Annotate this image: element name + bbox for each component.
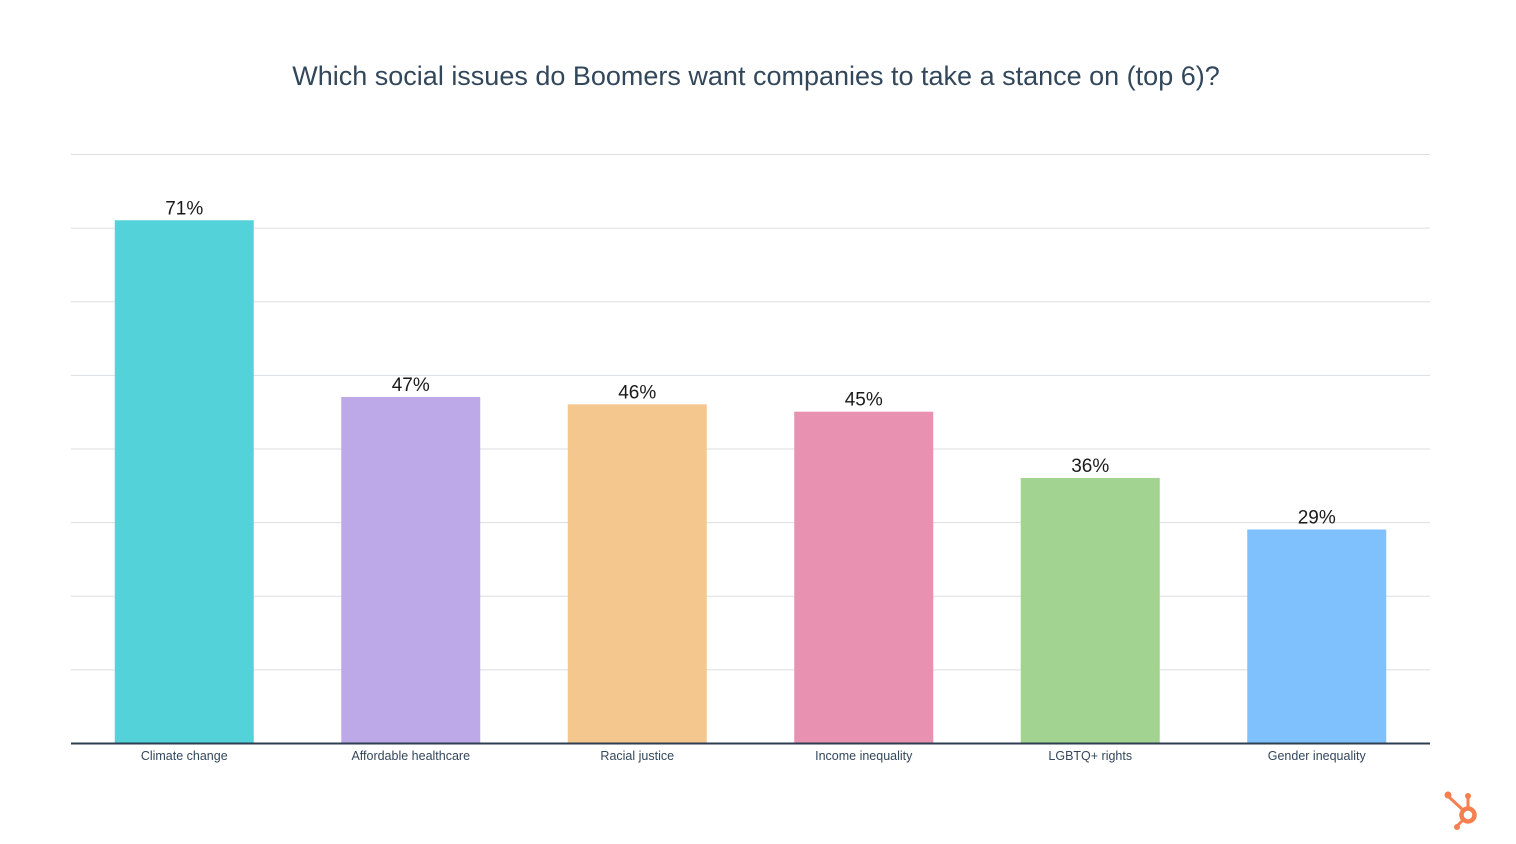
bar: [1020, 477, 1160, 743]
bar: [567, 404, 707, 743]
bar: [794, 411, 934, 743]
x-tick-label: LGBTQ+ rights: [1048, 749, 1132, 763]
x-tick-label: Affordable healthcare: [351, 749, 470, 763]
bar: [1247, 529, 1387, 743]
x-tick-label: Racial justice: [600, 749, 674, 763]
data-label: 45%: [845, 390, 883, 411]
data-label: 36%: [1071, 456, 1109, 477]
x-tick-label: Income inequality: [815, 749, 913, 763]
bar: [341, 396, 481, 743]
gridlines: [71, 154, 1430, 671]
data-label: 47%: [392, 375, 430, 396]
data-label: 71%: [165, 198, 203, 219]
chart-title: Which social issues do Boomers want comp…: [292, 61, 1219, 91]
x-tick-label: Climate change: [141, 749, 228, 763]
data-label: 46%: [618, 382, 656, 403]
bar: [114, 220, 254, 743]
x-tick-label: Gender inequality: [1268, 749, 1367, 763]
bars: [114, 220, 1387, 743]
data-label: 29%: [1298, 507, 1336, 528]
labels: 71% Climate change 47% Affordable healthcar…: [141, 198, 1367, 763]
hubspot-sprocket-icon: [1444, 791, 1477, 830]
